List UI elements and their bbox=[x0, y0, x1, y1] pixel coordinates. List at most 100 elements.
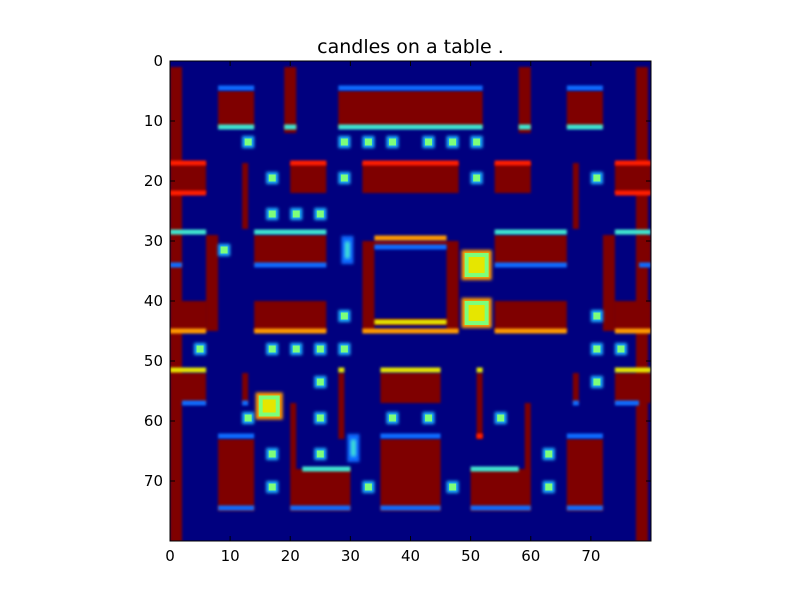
pellet-core bbox=[316, 414, 324, 422]
pellet-core bbox=[268, 174, 276, 182]
plot-title: candles on a table . bbox=[317, 36, 504, 58]
x-tick-label: 30 bbox=[341, 547, 360, 565]
pellet-core bbox=[364, 138, 372, 146]
pellet-core bbox=[545, 483, 553, 491]
x-tick-label: 60 bbox=[521, 547, 540, 565]
pellet bbox=[386, 412, 399, 424]
pellet bbox=[290, 208, 303, 220]
ghost-sprite bbox=[347, 434, 360, 462]
pellet bbox=[386, 136, 399, 148]
wall-edges bbox=[170, 85, 651, 511]
wall-edge bbox=[254, 328, 327, 334]
x-tick-label: 20 bbox=[281, 547, 300, 565]
wall-edge bbox=[380, 433, 441, 439]
maze-wall bbox=[524, 403, 531, 475]
pellet bbox=[494, 412, 507, 424]
pellet-core bbox=[268, 210, 276, 218]
power-pellet-center bbox=[468, 256, 485, 274]
pellet-core bbox=[220, 246, 228, 254]
y-tick-label: 40 bbox=[144, 292, 163, 310]
wall-edge bbox=[218, 505, 255, 511]
maze-wall bbox=[254, 235, 327, 265]
maze-wall bbox=[170, 235, 183, 265]
wall-edge bbox=[614, 328, 651, 334]
pellet-core bbox=[340, 138, 348, 146]
pellet bbox=[218, 244, 231, 256]
pellet bbox=[266, 448, 279, 460]
pellet bbox=[266, 172, 279, 184]
pellet bbox=[542, 481, 555, 493]
pellets bbox=[194, 136, 627, 493]
maze-wall bbox=[374, 241, 447, 247]
pellet bbox=[338, 343, 351, 355]
pellet bbox=[290, 343, 303, 355]
power-pellet bbox=[461, 297, 492, 329]
pellet-core bbox=[316, 345, 324, 353]
pellet-core bbox=[473, 174, 481, 182]
wall-edge bbox=[614, 229, 651, 235]
x-axis: 0 10 20 30 40 50 60 70 bbox=[165, 61, 600, 565]
maze-wall bbox=[242, 373, 249, 403]
power-pellet-center bbox=[262, 399, 276, 413]
y-tick-label: 50 bbox=[144, 352, 163, 370]
wall-edge bbox=[302, 466, 351, 472]
wall-edge bbox=[338, 367, 345, 373]
pellet bbox=[614, 343, 627, 355]
maze-wall bbox=[218, 91, 255, 127]
pellet-core bbox=[545, 450, 553, 458]
wall-edge bbox=[494, 262, 567, 268]
wall-edge bbox=[362, 160, 459, 166]
pellet bbox=[362, 136, 375, 148]
pellet-core bbox=[473, 138, 481, 146]
pellet bbox=[266, 208, 279, 220]
wall-edge bbox=[170, 328, 207, 334]
pellet bbox=[314, 343, 327, 355]
pellet-core bbox=[388, 414, 396, 422]
pellet bbox=[590, 310, 603, 322]
pellet bbox=[266, 343, 279, 355]
maze-wall bbox=[572, 373, 579, 403]
power-pellet-center bbox=[468, 304, 485, 322]
maze-wall bbox=[206, 235, 219, 331]
maze-wall bbox=[284, 67, 297, 133]
wall-edge bbox=[572, 400, 579, 406]
pellet bbox=[422, 412, 435, 424]
pellet-core bbox=[593, 378, 601, 386]
pellet-core bbox=[340, 174, 348, 182]
x-tick-label: 50 bbox=[461, 547, 480, 565]
pellet-core bbox=[316, 450, 324, 458]
pellet bbox=[422, 136, 435, 148]
ghost-sprite bbox=[341, 236, 354, 264]
pellet bbox=[338, 310, 351, 322]
pellet bbox=[362, 481, 375, 493]
pellet bbox=[470, 136, 483, 148]
pellet-core bbox=[388, 138, 396, 146]
wall-edge bbox=[170, 367, 207, 373]
wall-edge bbox=[290, 505, 351, 511]
pellet bbox=[470, 172, 483, 184]
wall-edge bbox=[638, 262, 651, 268]
pellet-core bbox=[268, 483, 276, 491]
maze-wall bbox=[476, 373, 483, 439]
wall-edge bbox=[170, 262, 183, 268]
y-tick-label: 60 bbox=[144, 412, 163, 430]
maze-wall bbox=[242, 163, 249, 229]
wall-edge bbox=[182, 400, 207, 406]
wall-edge bbox=[476, 367, 483, 373]
pellet-core bbox=[425, 138, 433, 146]
pellet bbox=[338, 172, 351, 184]
maze-wall bbox=[170, 163, 207, 193]
wall-edge bbox=[566, 505, 603, 511]
pellet bbox=[242, 136, 255, 148]
wall-edge bbox=[254, 229, 327, 235]
wall-edge bbox=[614, 367, 651, 373]
maze-wall bbox=[470, 469, 531, 511]
y-tick-label: 20 bbox=[144, 172, 163, 190]
pellet-core bbox=[244, 138, 252, 146]
wall-edge bbox=[284, 124, 297, 130]
pellet-core bbox=[268, 345, 276, 353]
wall-edge bbox=[614, 190, 651, 196]
pellet-core bbox=[497, 414, 505, 422]
x-tick-label: 40 bbox=[401, 547, 420, 565]
